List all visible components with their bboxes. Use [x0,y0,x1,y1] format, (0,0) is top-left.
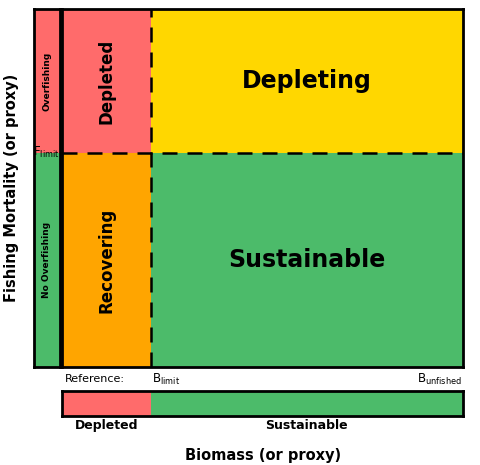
Bar [34,9,60,153]
Bar [34,153,60,367]
Text: Depleting: Depleting [242,69,372,93]
Text: Overfishing: Overfishing [42,51,51,111]
Text: Depleted: Depleted [97,38,116,124]
Text: $\mathregular{B_{limit}}$: $\mathregular{B_{limit}}$ [153,372,180,386]
Text: Biomass (or proxy): Biomass (or proxy) [185,448,341,463]
Text: Fishing Mortality (or proxy): Fishing Mortality (or proxy) [4,74,20,302]
Bar [151,9,463,153]
Bar [62,153,151,367]
Text: $\mathregular{B_{unfished}}$: $\mathregular{B_{unfished}}$ [418,372,462,386]
Text: $\mathregular{F_{limit}}$: $\mathregular{F_{limit}}$ [33,145,60,160]
Text: Depleted: Depleted [75,418,138,432]
Text: Recovering: Recovering [97,207,116,312]
Bar [151,391,463,416]
Bar [62,391,151,416]
Bar [151,153,463,367]
Text: Sustainable: Sustainable [228,248,385,272]
Text: Reference:: Reference: [65,374,125,384]
Text: No Overfishing: No Overfishing [42,222,51,298]
Bar [62,9,151,153]
Text: Sustainable: Sustainable [265,418,348,432]
